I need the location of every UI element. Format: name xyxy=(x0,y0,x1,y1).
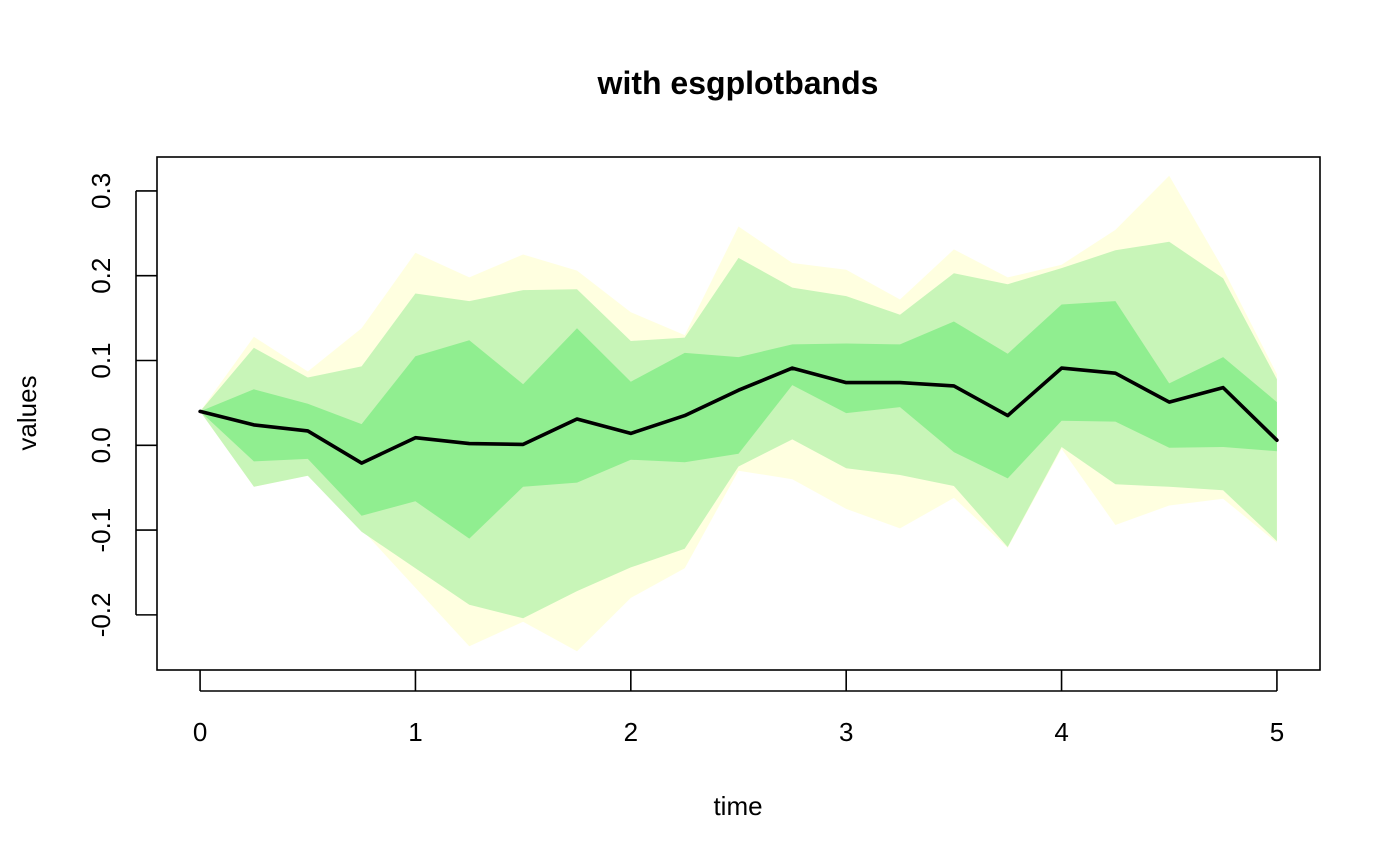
y-axis: -0.2 -0.1 0.0 0.1 0.2 0.3 xyxy=(86,173,157,637)
plot-frame xyxy=(156,156,1321,671)
x-tick-label: 2 xyxy=(624,717,638,747)
x-tick-label: 5 xyxy=(1270,717,1284,747)
chart-title: with esgplotbands xyxy=(597,65,879,101)
x-tick-label: 0 xyxy=(193,717,207,747)
y-tick-label: 0.3 xyxy=(86,173,116,209)
x-axis-label: time xyxy=(713,791,762,821)
y-tick-label: 0.0 xyxy=(86,427,116,463)
x-axis: 0 1 2 3 4 5 xyxy=(193,670,1284,747)
y-tick-label: 0.2 xyxy=(86,258,116,294)
line-layer xyxy=(198,366,1279,465)
bands-layer xyxy=(200,175,1277,652)
series-line-1 xyxy=(198,366,1279,465)
y-tick-label: 0.1 xyxy=(86,342,116,378)
band-3 xyxy=(200,301,1277,539)
x-tick-label: 4 xyxy=(1054,717,1068,747)
y-tick-label: -0.1 xyxy=(86,508,116,553)
y-tick-label: -0.2 xyxy=(86,592,116,637)
x-tick-label: 1 xyxy=(408,717,422,747)
y-axis-label: values xyxy=(12,375,42,450)
x-tick-label: 3 xyxy=(839,717,853,747)
